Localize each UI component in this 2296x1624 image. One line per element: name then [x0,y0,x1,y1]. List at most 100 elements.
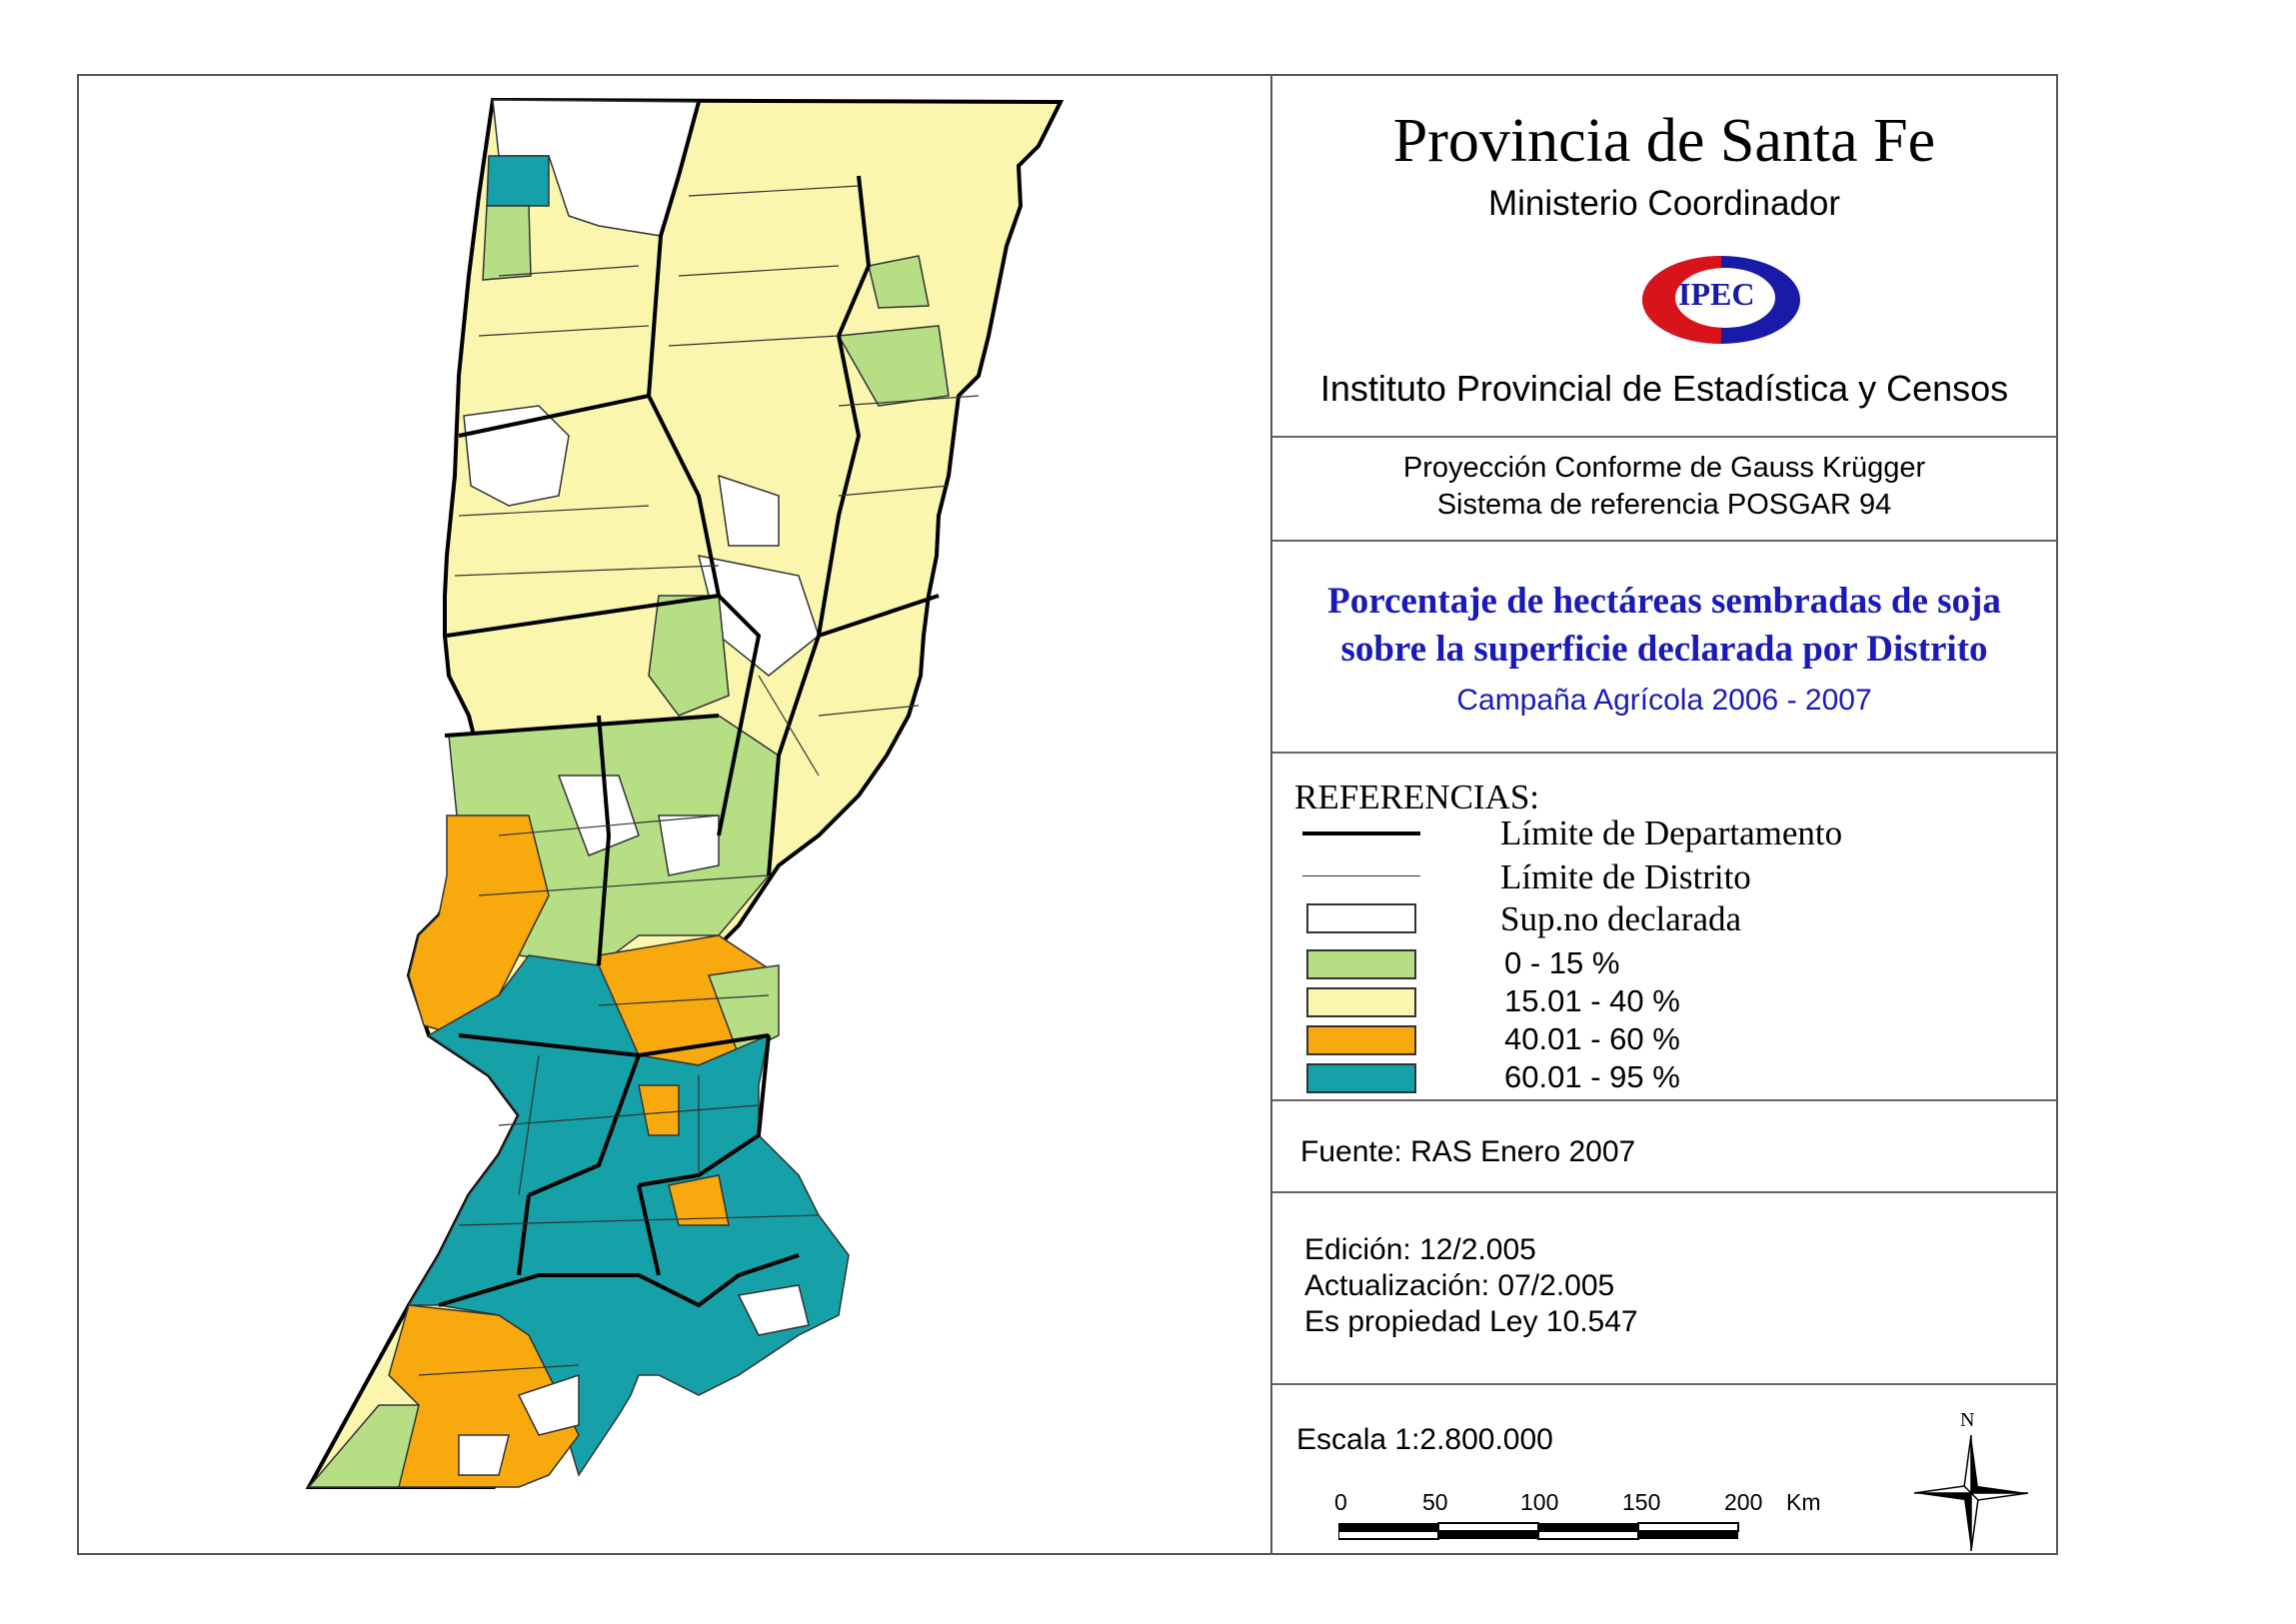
department-boundary [817,175,872,637]
region-green-southwest [307,1404,420,1488]
map-subtitle: Campaña Agrícola 2006 - 2007 [1456,684,1872,717]
district-boundary [478,325,650,337]
scale-bar [1338,1522,1739,1540]
region-white-sw2 [517,1373,580,1436]
legend-swatch-no-data [1306,903,1416,933]
legend-swatch-60-95 [1306,1063,1416,1093]
ipec-logo-text: IPEC [1678,276,1755,312]
department-boundaries [438,101,940,1308]
scale-tick-0: 0 [1334,1489,1347,1515]
department-boundary [647,395,721,597]
region-green-b [868,255,930,309]
district-boundaries [418,185,980,1376]
district-boundary [678,265,840,277]
region-orange-south-b [668,1174,730,1226]
institute-label: Instituto Provincial de Estadística y Ce… [1319,368,2009,409]
header-section: Provincia de Santa Fe Ministerio Coordin… [1272,76,2056,438]
district-boundary [518,1054,540,1196]
department-boundary [446,594,720,638]
map-title-line1: Porcentaje de hectáreas sembradas de soj… [1327,581,2001,622]
district-boundary [458,505,650,517]
projection-line2: Sistema de referencia POSGAR 94 [1436,489,1892,521]
scale-tick-200: 200 [1724,1489,1763,1515]
department-boundary [528,1054,641,1197]
ministry-label: Ministerio Coordinador [1487,184,1841,223]
province-title: Provincia de Santa Fe [1392,107,1936,175]
department-boundary [717,594,762,836]
district-boundary [498,265,640,277]
source-label: Fuente: RAS Enero 2007 [1300,1135,1636,1168]
edition-section: Edición: 12/2.005 Actualización: 07/2.00… [1272,1193,2056,1385]
projection-section: Proyección Conforme de Gauss Krügger Sis… [1272,438,2056,542]
source-section: Fuente: RAS Enero 2007 [1272,1101,2056,1193]
map-area [79,76,1272,1553]
legend-dept-line [1302,831,1420,835]
region-green-north [482,205,532,281]
legend-heading: REFERENCIAS: [1294,778,1540,816]
region-white-e [658,814,720,876]
map-frame: Provincia de Santa Fe Ministerio Coordin… [77,74,2058,1555]
district-boundary [458,1214,820,1226]
department-boundary [818,594,940,638]
district-boundary [418,1364,580,1376]
region-white-b [718,474,780,547]
legend-label-no-data: Sup.no declarada [1500,899,1742,938]
legend-dept-label: Límite de Departamento [1500,813,1843,852]
region-white-southwest [458,1434,510,1476]
district-boundary [478,874,770,896]
legend-label-40-60: 40.01 - 60 % [1504,1021,1680,1056]
department-boundary [767,635,821,876]
department-boundary [517,1194,531,1276]
province-map [305,97,1065,1489]
legend-swatch-40-60 [1306,1025,1416,1055]
district-boundary [758,675,820,777]
department-boundary [438,1253,800,1308]
region-green-c [837,325,950,407]
north-arrow-icon [1914,1435,2028,1551]
legend-label-0-15: 0 - 15 % [1504,945,1620,980]
district-boundary [818,705,920,717]
department-boundary [458,394,650,438]
legend-swatch-15-40 [1306,987,1416,1017]
info-panel: Provincia de Santa Fe Ministerio Coordin… [1272,76,2056,1553]
district-boundary [498,814,720,836]
region-green-mid2 [707,964,780,1057]
department-boundary [637,1184,661,1276]
district-boundary [838,485,950,497]
department-boundary [597,715,612,966]
district-boundary [838,395,980,407]
north-label: N [1960,1409,1975,1431]
region-orange-southwest [377,1304,580,1488]
department-boundary [647,101,701,397]
scale-tick-100: 100 [1520,1489,1559,1515]
legend-district-line [1302,875,1420,876]
district-boundary [454,565,720,577]
district-boundary [498,1104,760,1126]
ipec-logo-icon [1642,256,1800,344]
legend-district-label: Límite de Distrito [1500,857,1751,896]
department-boundary [638,1034,771,1187]
legend-swatch-0-15 [1306,949,1416,979]
scale-label: Escala 1:2.800.000 [1296,1423,1553,1456]
scale-tick-150: 150 [1622,1489,1661,1515]
legend-label-15-40: 15.01 - 40 % [1504,983,1680,1018]
edition-line2: Actualización: 07/2.005 [1304,1269,1615,1302]
region-teal-north [486,155,550,207]
edition-line1: Edición: 12/2.005 [1304,1233,1536,1266]
map-title-line2: sobre la superficie declarada por Distri… [1340,629,1988,670]
region-white-south [737,1284,810,1336]
region-white-a [463,405,570,507]
region-teal-south [407,954,850,1477]
district-boundary [598,994,770,1006]
legend-label-60-95: 60.01 - 95 % [1504,1059,1680,1094]
region-orange-south-a [638,1084,680,1136]
projection-line1: Proyección Conforme de Gauss Krügger [1402,452,1926,484]
scale-section: Escala 1:2.800.000 0 50 100 150 200 Km N [1272,1385,2056,1553]
edition-line3: Es propiedad Ley 10.547 [1304,1305,1638,1338]
scale-unit: Km [1786,1489,1821,1515]
scale-tick-50: 50 [1422,1489,1448,1515]
title-section: Porcentaje de hectáreas sembradas de soj… [1272,542,2056,754]
department-boundary [444,714,720,738]
ipec-logo: IPEC [1640,254,1802,346]
district-boundary [688,185,860,197]
